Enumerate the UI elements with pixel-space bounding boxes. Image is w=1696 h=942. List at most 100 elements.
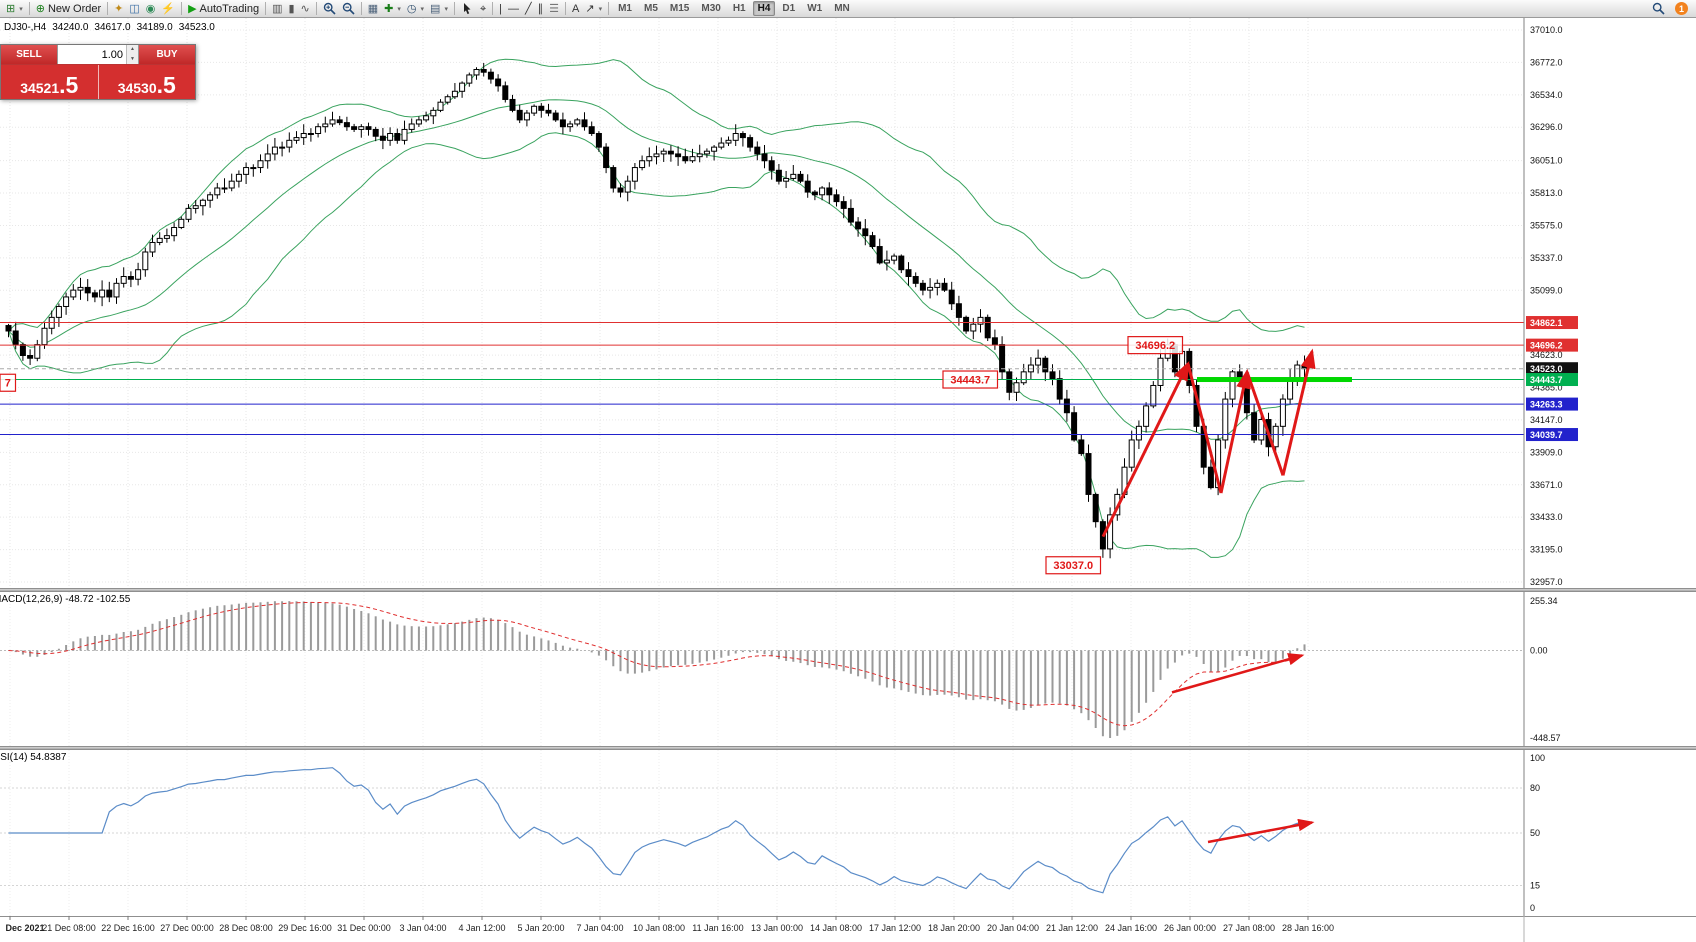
zoom-out-button[interactable] [339, 1, 358, 17]
support-zone-segment[interactable] [1197, 377, 1352, 383]
timeframe-d1-button[interactable]: D1 [782, 3, 796, 14]
macd-trend-arrow[interactable] [1171, 653, 1305, 694]
search-icon [1652, 2, 1665, 15]
time-axis-label: 3 Jan 04:00 [399, 923, 446, 933]
metaeditor-icon[interactable]: ⚡ [158, 1, 178, 17]
caret-down-icon: ▾ [420, 5, 425, 13]
zoom-in-icon [323, 2, 336, 15]
timeframe-m1-button[interactable]: M1 [618, 3, 632, 14]
time-axis-label: 22 Dec 16:00 [101, 923, 155, 933]
svg-text:36051.0: 36051.0 [1530, 156, 1563, 166]
grid [0, 18, 1524, 588]
timeframe-mn-button[interactable]: MN [834, 3, 850, 14]
timeframe-m30-button[interactable]: M30 [701, 3, 721, 14]
cursor-button[interactable] [458, 1, 477, 17]
svg-text:33195.0: 33195.0 [1530, 545, 1563, 555]
spinner-up-icon[interactable]: ▲ [127, 45, 138, 55]
svg-text:34623.0: 34623.0 [1530, 350, 1563, 360]
sell-price-button[interactable]: 34521.5 [1, 65, 99, 99]
time-axis-label: 11 Jan 16:00 [692, 923, 743, 933]
bar-chart-button[interactable]: ▥ [269, 1, 285, 17]
toolbar: ⊞ ▾ ⊕ New Order ✦ ◫ ◉ ⚡ ▶ AutoTrading ▥ ▮ ∿ ▦ ✚ ▾ ◷ ▾ ▤ ▾ ⌖ |… [0, 0, 1696, 18]
buy-button[interactable]: BUY [139, 45, 195, 64]
timeframe-h1-button[interactable]: H1 [732, 3, 746, 14]
price-annotation[interactable]: 33037.0 [1045, 556, 1102, 575]
trend-arrows[interactable] [1101, 348, 1316, 538]
svg-text:35099.0: 35099.0 [1530, 285, 1563, 295]
vertical-line-button[interactable]: | [496, 1, 505, 17]
panel-splitter[interactable] [0, 746, 1696, 750]
toolbar-right: 1 [1649, 1, 1693, 17]
line-chart-button[interactable]: ∿ [298, 1, 313, 17]
templates-icon: ▤ [430, 2, 441, 15]
crosshair-button[interactable]: ⌖ [477, 1, 489, 17]
sell-button[interactable]: SELL [1, 45, 57, 64]
add-indicator-button[interactable]: ✚ ▾ [381, 1, 404, 17]
notification-badge[interactable]: 1 [1675, 2, 1688, 15]
expert-advisors-icon[interactable]: ✦ [111, 1, 126, 17]
tile-windows-button[interactable]: ▦ [365, 1, 381, 17]
sell-price-big-digit: .5 [59, 72, 79, 99]
new-chart-icon: ⊞ [6, 2, 16, 15]
volume-field[interactable]: 1.00 ▲ ▼ [57, 45, 139, 64]
volume-spinner: ▲ ▼ [126, 45, 138, 64]
rsi-trend-arrow[interactable] [1207, 818, 1315, 844]
fibonacci-button[interactable]: ☰ [546, 1, 562, 17]
candlestick-button[interactable]: ▮ [285, 1, 297, 17]
bollinger-bands [8, 58, 1305, 558]
navigator-icon[interactable]: ◉ [143, 1, 159, 17]
zoom-in-button[interactable] [320, 1, 339, 17]
market-watch-icon[interactable]: ◫ [126, 1, 142, 17]
autotrading-button[interactable]: ▶ AutoTrading [185, 1, 262, 17]
timeframe-w1-button[interactable]: W1 [807, 3, 823, 14]
price-annotation[interactable]: 7 [0, 373, 17, 392]
rsi-label: RSI(14) 54.8387 [0, 752, 67, 763]
buy-price-button[interactable]: 34530.5 [99, 65, 196, 99]
svg-text:32957.0: 32957.0 [1530, 577, 1563, 587]
periodicity-button[interactable]: ◷ ▾ [404, 1, 427, 17]
time-axis-label: 21 Jan 12:00 [1046, 923, 1098, 933]
svg-text:50: 50 [1530, 828, 1540, 838]
main-chart-panel: 34696.2 34443.7 33037.0 7 37010.0 36772.0 3653… [0, 18, 1696, 588]
timeframe-m5-button[interactable]: M5 [644, 3, 658, 14]
new-chart-button[interactable]: ⊞ ▾ [3, 1, 26, 17]
text-button[interactable]: A [569, 1, 582, 17]
timeframe-m15-button[interactable]: M15 [669, 3, 690, 14]
time-axis-label: 27 Jan 08:00 [1223, 923, 1275, 933]
macd-histogram [14, 601, 1306, 738]
arrows-button[interactable]: ↗ ▾ [582, 1, 605, 17]
toolbar-separator [181, 2, 183, 15]
spinner-down-icon[interactable]: ▼ [127, 54, 138, 64]
autotrading-icon: ▶ [188, 2, 197, 15]
add-indicator-icon: ✚ [384, 2, 394, 15]
search-button[interactable] [1649, 1, 1668, 17]
svg-text:36772.0: 36772.0 [1530, 57, 1563, 67]
channel-icon: ∥ [537, 2, 544, 15]
macd-canvas[interactable]: 255.34 0.00 -448.57 [0, 592, 1696, 746]
price-badge [1526, 362, 1578, 376]
price-badge [1526, 338, 1578, 352]
time-axis-label: 26 Jan 00:00 [1164, 923, 1216, 933]
svg-text:0: 0 [1530, 903, 1535, 913]
new-order-button-label: New Order [47, 2, 102, 15]
trendline-button[interactable]: ╱ [522, 1, 535, 17]
panel-splitter[interactable] [0, 588, 1696, 592]
crosshair-icon: ⌖ [479, 2, 487, 15]
new-order-button[interactable]: ⊕ New Order [33, 1, 104, 17]
macd-panel: 255.34 0.00 -448.57 MACD(12,26,9) -48.72 -… [0, 592, 1696, 746]
templates-button[interactable]: ▤ ▾ [427, 1, 451, 17]
time-axis-label: 4 Jan 12:00 [458, 923, 505, 933]
price-chart-canvas[interactable]: 34696.2 34443.7 33037.0 7 37010.0 36772.0 3653… [0, 18, 1696, 588]
horizontal-line-button[interactable]: — [505, 1, 522, 17]
toolbar-separator [492, 2, 494, 15]
svg-text:34443.7: 34443.7 [950, 375, 990, 387]
price-annotation[interactable]: 34696.2 [1127, 336, 1184, 355]
rsi-canvas[interactable]: 100 80 50 15 0 [0, 750, 1696, 916]
price-annotation[interactable]: 34443.7 [942, 370, 999, 389]
toolbar-items: ⊞ ▾ ⊕ New Order ✦ ◫ ◉ ⚡ ▶ AutoTrading ▥ ▮ ∿ ▦ ✚ ▾ ◷ ▾ ▤ ▾ ⌖ |… [3, 0, 856, 17]
timeframe-h4-button[interactable]: H4 [752, 1, 776, 16]
channel-button[interactable]: ∥ [535, 1, 547, 17]
cursor-icon [463, 3, 471, 15]
volume-value[interactable]: 1.00 [101, 48, 123, 61]
